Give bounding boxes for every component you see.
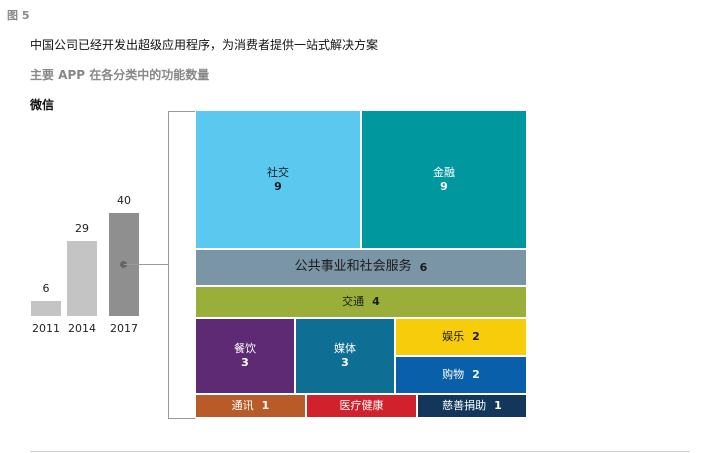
treemap-tile-label: 媒体	[334, 342, 356, 356]
treemap-bracket	[168, 111, 195, 419]
treemap-tile-label: 社交	[267, 165, 289, 179]
treemap-tile: 医疗健康	[306, 394, 417, 418]
treemap-tile-label: 公共事业和社会服务	[294, 259, 412, 275]
bar-year-label: 2011	[32, 322, 60, 335]
bar-2014	[67, 241, 97, 316]
treemap-tile-label: 医疗健康	[339, 399, 384, 413]
treemap-tile-label: 通讯	[231, 399, 254, 413]
treemap-tile-value: 9	[440, 179, 448, 193]
treemap-tile: 交通 4	[195, 286, 527, 318]
chart-headline: 中国公司已经开发出超级应用程序，为消费者提供一站式解决方案	[30, 38, 379, 52]
treemap-tile-value: 9	[274, 179, 282, 193]
treemap-tile-value: 6	[419, 260, 428, 274]
treemap-tile: 公共事业和社会服务 6	[195, 249, 527, 286]
connector-line	[124, 264, 168, 265]
treemap-tile-label: 金融	[433, 165, 455, 179]
bar-value-label: 6	[42, 282, 50, 295]
treemap-tile-label: 慈善捐助	[442, 399, 487, 413]
bar-value-label: 40	[117, 194, 131, 207]
app-name-label: 微信	[30, 98, 55, 112]
treemap-tile: 通讯 1	[195, 394, 306, 418]
treemap-tile-label: 餐饮	[234, 342, 256, 356]
bar-value-label: 29	[75, 222, 89, 235]
treemap-tile: 购物 2	[395, 356, 527, 394]
treemap-tile-value: 1	[494, 399, 502, 413]
treemap-tile-label: 购物	[442, 368, 465, 382]
treemap-tile: 餐饮 3	[195, 318, 295, 394]
bottom-divider	[30, 451, 690, 452]
treemap-tile: 媒体 3	[295, 318, 395, 394]
treemap-tile: 金融 9	[361, 110, 527, 249]
chart-subhead: 主要 APP 在各分类中的功能数量	[30, 68, 210, 82]
bar-year-label: 2017	[110, 322, 138, 335]
treemap-tile: 慈善捐助 1	[417, 394, 527, 418]
treemap-tile: 娱乐 2	[395, 318, 527, 356]
treemap-tile-label: 交通	[342, 295, 365, 309]
bar-year-label: 2014	[68, 322, 96, 335]
bar-2011	[31, 301, 61, 316]
treemap-tile-value: 2	[472, 368, 480, 382]
treemap-chart: 社交 9 金融 9 公共事业和社会服务 6 交通 4 餐饮 3 媒体 3 娱乐 2 购物 2 通讯 1 医疗健康 慈善…	[195, 110, 527, 418]
treemap-tile-value: 3	[341, 356, 349, 369]
treemap-tile-label: 娱乐	[442, 330, 465, 344]
treemap-tile-value: 1	[261, 399, 270, 413]
connector-dot	[120, 261, 127, 268]
figure-label: 图 5	[7, 9, 30, 22]
treemap-tile: 社交 9	[195, 110, 361, 249]
treemap-tile-value: 2	[472, 330, 480, 344]
bar-chart: 6 2011 29 2014 40 2017	[0, 0, 170, 453]
treemap-tile-value: 3	[241, 356, 249, 369]
treemap-tile-value: 4	[372, 295, 380, 309]
